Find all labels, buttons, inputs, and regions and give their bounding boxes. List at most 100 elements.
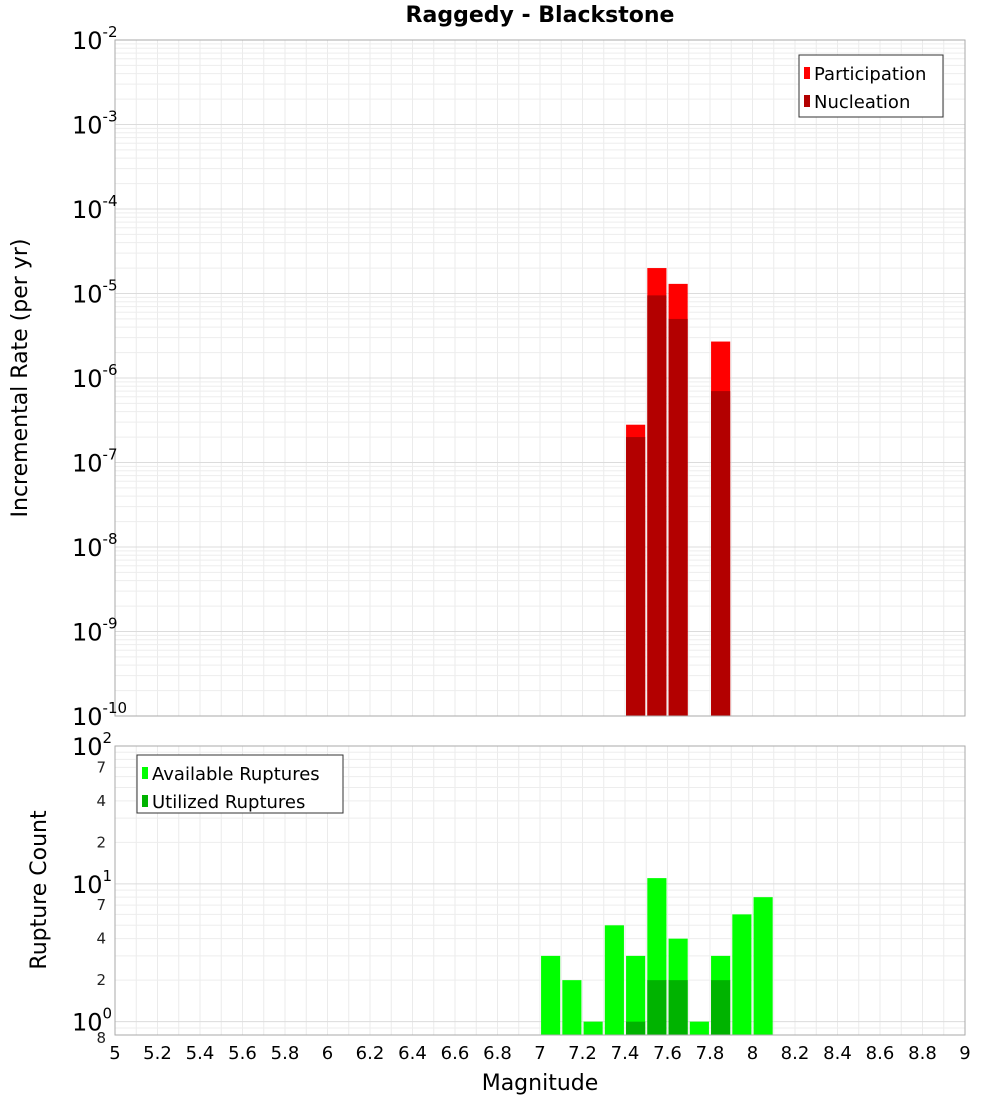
x-tick-label: 5.4 (186, 1043, 215, 1064)
y-tick-label: 10-4 (72, 192, 118, 224)
x-tick-label: 7.4 (611, 1043, 640, 1064)
y-tick-base: 10 (72, 703, 103, 731)
y-tick-base: 10 (72, 365, 103, 393)
y-tick-exponent: -2 (103, 23, 118, 41)
x-tick-label: 8.8 (908, 1043, 937, 1064)
y-tick-base: 10 (72, 733, 103, 761)
rate-y-ticks: 10-210-310-410-510-610-710-810-910-10 (72, 23, 127, 731)
y-tick-base: 10 (72, 619, 103, 647)
y-tick-base: 10 (72, 1009, 103, 1037)
y-tick-exponent: -6 (103, 361, 118, 379)
y-tick-label: 10-8 (72, 530, 118, 562)
y-tick-base: 10 (72, 281, 103, 309)
x-tick-label: 8.6 (866, 1043, 895, 1064)
available-ruptures-bar (562, 980, 582, 1035)
x-axis-label: Magnitude (482, 1071, 599, 1096)
y-tick-base: 10 (72, 534, 103, 562)
x-tick-label: 8 (747, 1043, 758, 1064)
x-tick-label: 5.6 (228, 1043, 257, 1064)
x-tick-label: 7.2 (568, 1043, 597, 1064)
available-ruptures-bar (541, 955, 561, 1035)
available-ruptures-bar (626, 955, 646, 1035)
y-tick-exponent: -7 (103, 446, 118, 464)
y-tick-label: 10-7 (72, 446, 118, 478)
x-tick-label: 9 (959, 1043, 970, 1064)
count-y-axis-label: Rupture Count (27, 810, 52, 970)
legend-entry: Utilized Ruptures (152, 792, 305, 813)
y-tick-label: 10-2 (72, 23, 118, 55)
y-tick-base: 10 (72, 112, 103, 140)
y-tick-label: 10-3 (72, 108, 118, 140)
y-tick-minor-label: 7 (96, 758, 106, 776)
y-tick-label: 10-5 (72, 277, 118, 309)
rate-panel: 10-210-310-410-510-610-710-810-910-10 In… (8, 23, 966, 731)
y-tick-minor-label: 2 (96, 833, 106, 851)
x-tick-label: 7 (534, 1043, 545, 1064)
utilized-ruptures-bar (647, 980, 667, 1035)
y-tick-minor-label: 8 (96, 1029, 106, 1047)
y-tick-minor-label: 4 (96, 792, 106, 810)
y-tick-exponent: -5 (103, 277, 118, 295)
available-ruptures-bar (604, 925, 624, 1035)
x-tick-label: 7.8 (696, 1043, 725, 1064)
utilized-ruptures-bar (668, 980, 688, 1035)
legend-swatch (142, 767, 148, 779)
y-tick-label: 10-10 (72, 699, 127, 731)
y-tick-base: 10 (72, 871, 103, 899)
available-ruptures-bar (583, 1021, 603, 1035)
chart-title: Raggedy - Blackstone (406, 3, 675, 28)
y-tick-exponent: 2 (103, 729, 113, 747)
x-tick-label: 6.6 (441, 1043, 470, 1064)
x-tick-label: 6.4 (398, 1043, 427, 1064)
y-tick-exponent: -3 (103, 108, 118, 126)
y-tick-exponent: 1 (103, 867, 113, 885)
x-tick-label: 5.2 (143, 1043, 172, 1064)
legend-swatch (804, 95, 810, 107)
legend-entry: Participation (814, 64, 926, 85)
y-tick-minor-label: 7 (96, 896, 106, 914)
x-tick-label: 6.8 (483, 1043, 512, 1064)
legend-box (798, 54, 944, 118)
y-tick-exponent: -8 (103, 530, 118, 548)
y-tick-label: 100 (72, 1005, 112, 1037)
count-bars (541, 878, 773, 1035)
y-tick-exponent: -9 (103, 615, 118, 633)
utilized-ruptures-bar (711, 980, 731, 1035)
nucleation-bar (626, 437, 646, 716)
y-tick-base: 10 (72, 27, 103, 55)
nucleation-bar (647, 295, 667, 716)
x-tick-label: 8.4 (823, 1043, 852, 1064)
magnitude-x-ticks: 5 5.2 5.4 5.6 5.8 6 6.2 6.4 6.6 6.8 7 7.2 7.4 7.6 7.8 8… (109, 1043, 970, 1064)
available-ruptures-bar (689, 1021, 709, 1035)
y-tick-exponent: -10 (103, 699, 128, 717)
utilized-ruptures-bar (626, 1021, 646, 1035)
legend-swatch (804, 67, 810, 79)
y-tick-exponent: -4 (103, 192, 118, 210)
x-tick-label: 8.2 (781, 1043, 810, 1064)
x-tick-label: 5.8 (271, 1043, 300, 1064)
legend-entry: Nucleation (814, 92, 910, 113)
rate-gridlines (114, 39, 966, 717)
nucleation-bar (711, 391, 731, 716)
legend-box (136, 754, 344, 814)
y-tick-label: 102 (72, 729, 112, 761)
y-tick-minor-label: 2 (96, 971, 106, 989)
available-ruptures-bar (732, 914, 752, 1035)
x-tick-label: 7.6 (653, 1043, 682, 1064)
count-plot-border (114, 745, 966, 1036)
x-tick-label: 6.2 (356, 1043, 385, 1064)
count-legend: Available Ruptures Utilized Ruptures (136, 754, 344, 814)
y-tick-label: 10-6 (72, 361, 118, 393)
rate-bars (626, 268, 731, 716)
rate-plot-border (114, 39, 966, 717)
y-tick-label: 10-9 (72, 615, 118, 647)
x-tick-label: 6 (322, 1043, 333, 1064)
available-ruptures-bar (753, 897, 773, 1035)
y-tick-base: 10 (72, 196, 103, 224)
x-tick-label: 5 (109, 1043, 120, 1064)
nucleation-bar (668, 318, 688, 716)
legend-entry: Available Ruptures (152, 764, 320, 785)
